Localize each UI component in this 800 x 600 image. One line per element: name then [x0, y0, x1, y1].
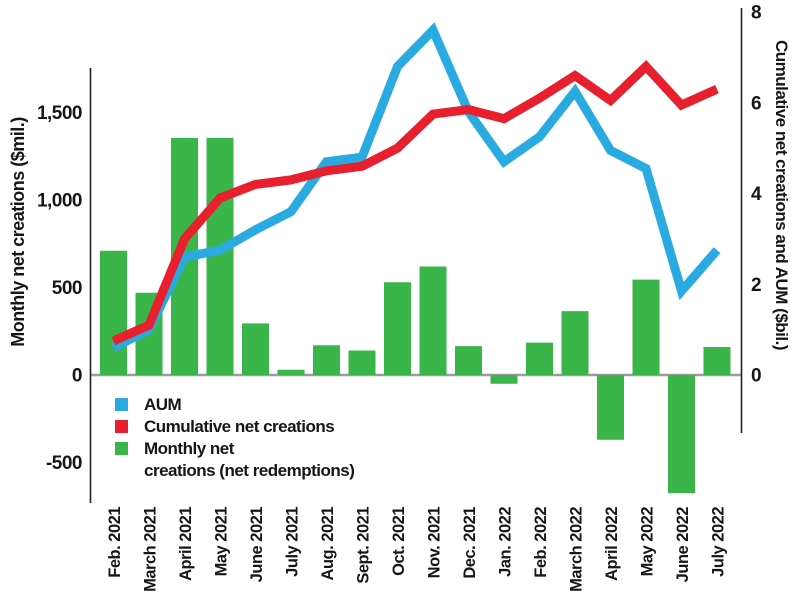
- monthly-net-creations-net-redemptions-bar-march-2022: [561, 311, 589, 375]
- x-axis-label-june-2021: June 2021: [248, 507, 266, 583]
- monthly-net-creations-net-redemptions-bar-dec-2021: [455, 346, 482, 375]
- x-axis-label-june-2022: June 2022: [674, 507, 692, 583]
- monthly-net-creations-net-redemptions-bar-nov-2021: [419, 266, 447, 375]
- aum-line: [111, 22, 721, 352]
- x-axis-label-aug-2021: Aug. 2021: [319, 507, 337, 581]
- legend-swatch-monthly-net: [115, 442, 128, 455]
- x-axis-label-april-2021: April 2021: [177, 507, 195, 581]
- x-axis-label-nov-2021: Nov. 2021: [426, 507, 444, 579]
- left-axis-tick-label: 1,000: [37, 191, 82, 212]
- x-axis-label-jan-2022: Jan. 2022: [497, 507, 515, 577]
- left-axis-tick-label: 0: [72, 366, 82, 387]
- monthly-net-creations-net-redemptions-bar-feb-2021: [100, 250, 127, 375]
- monthly-net-creations-net-redemptions-bar-may-2022: [632, 279, 660, 375]
- monthly-net-creations-net-redemptions-bar-sept-2021: [348, 350, 376, 375]
- monthly-net-creations-net-redemptions-bar-june-2021: [242, 323, 269, 375]
- right-axis-title: Cumulative net creations and AUM ($bil.): [772, 40, 791, 350]
- monthly-net-creations-net-redemptions-bar-april-2022: [597, 375, 624, 440]
- right-axis-tick-label: 6: [751, 93, 761, 114]
- monthly-net-creations-net-redemptions-bar-july-2021: [277, 369, 305, 375]
- x-axis-label-dec-2021: Dec. 2021: [461, 507, 479, 579]
- left-axis-title: Monthly net creations ($mil.): [8, 117, 28, 347]
- x-axis-label-july-2021: July 2021: [284, 507, 302, 577]
- cumulative-net-creations-line: [111, 60, 719, 346]
- left-axis-tick-label: 1,500: [37, 103, 82, 124]
- x-axis-label-april-2022: April 2022: [603, 507, 621, 581]
- right-axis-tick-label: 2: [751, 275, 761, 296]
- legend-label-aum: AUM: [144, 395, 182, 414]
- monthly-net-creations-net-redemptions-bar-feb-2022: [526, 342, 553, 375]
- monthly-net-creations-net-redemptions-bar-oct-2021: [384, 282, 411, 375]
- legend-label-monthly-net: Monthly net: [144, 439, 235, 458]
- monthly-net-creations-net-redemptions-bar-july-2022: [703, 347, 731, 375]
- legend-label-monthly-net: creations (net redemptions): [144, 461, 354, 480]
- left-axis-tick-label: -500: [46, 453, 82, 474]
- x-axis-label-feb-2022: Feb. 2022: [532, 507, 550, 578]
- monthly-net-creations-net-redemptions-bar-aug-2021: [313, 345, 340, 375]
- legend-label-cumulative-net-creations: Cumulative net creations: [144, 417, 334, 436]
- monthly-net-creations-net-redemptions-bar-jan-2022: [490, 375, 518, 384]
- legend-swatch-aum: [115, 398, 128, 411]
- legend-swatch-cumulative-net-creations: [115, 420, 128, 433]
- right-axis-tick-label: 8: [751, 3, 761, 24]
- monthly-net-creations-net-redemptions-bar-june-2022: [668, 375, 695, 494]
- x-axis-label-july-2022: July 2022: [710, 507, 728, 577]
- x-axis-label-sept-2021: Sept. 2021: [355, 507, 373, 584]
- x-axis-label-oct-2021: Oct. 2021: [390, 507, 408, 576]
- left-axis-tick-label: 500: [52, 278, 82, 299]
- x-axis-label-feb-2021: Feb. 2021: [106, 507, 124, 578]
- x-axis-label-march-2021: March 2021: [142, 507, 160, 592]
- x-axis-label-may-2021: May 2021: [213, 507, 231, 577]
- right-axis-tick-label: 4: [751, 184, 762, 205]
- x-axis-label-may-2022: May 2022: [639, 507, 657, 577]
- x-axis-label-march-2022: March 2022: [568, 507, 586, 592]
- right-axis-tick-label: 0: [751, 366, 761, 387]
